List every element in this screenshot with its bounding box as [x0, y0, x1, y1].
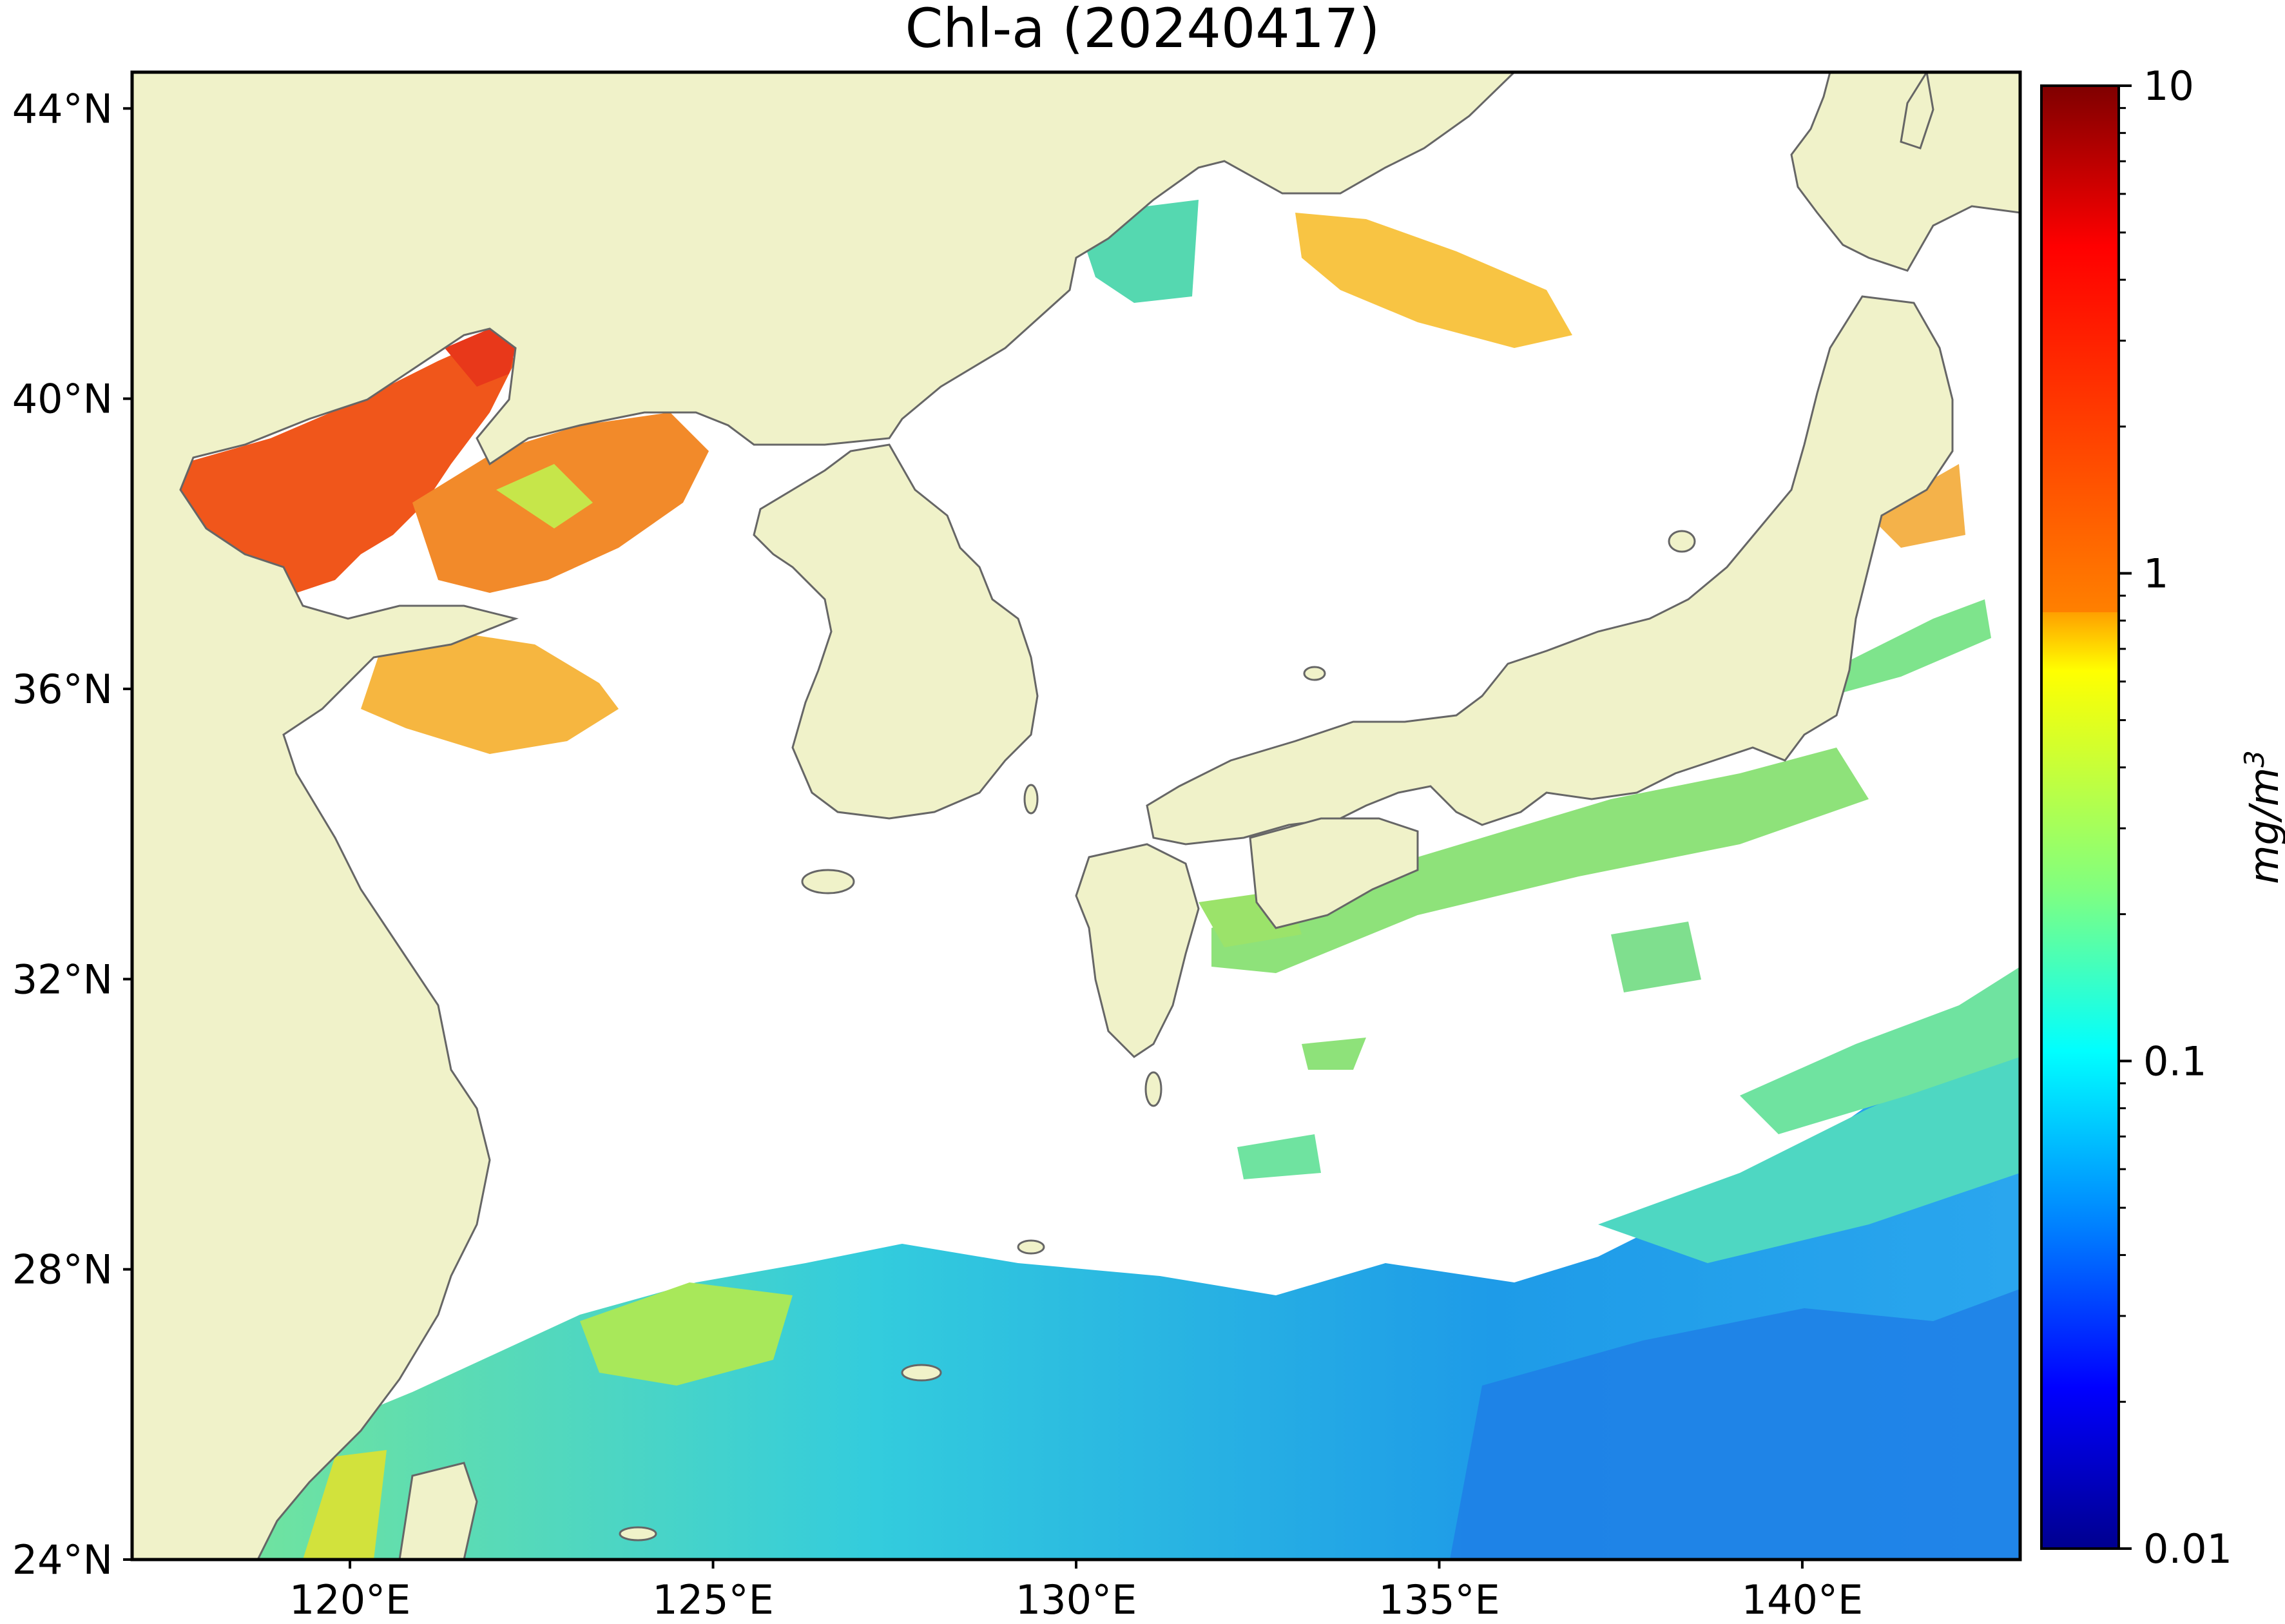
chl-data-pacific-mid-small-2 — [1237, 1134, 1321, 1179]
lat-tick-label: 44°N — [12, 85, 113, 132]
chl-data-south-japan — [1211, 748, 1869, 973]
chl-data-primorye — [1295, 213, 1572, 348]
chl-data-east-green — [1740, 967, 2020, 1134]
colorbar-tick-label: 1 — [2143, 550, 2168, 597]
lon-tick-label: 120°E — [289, 1576, 411, 1623]
chl-data-taiwan-strait — [303, 1450, 387, 1560]
colorbar-gradient — [2041, 86, 2119, 1549]
land-shikoku — [1249, 817, 1419, 929]
land-okinawa — [901, 1364, 942, 1382]
land-sado — [1668, 530, 1696, 553]
lon-tick-label: 130°E — [1016, 1576, 1137, 1623]
chl-data-yellow-sea-center — [496, 464, 593, 528]
colorbar: 10 1 0.1 0.01 mg/m3 — [2040, 63, 2285, 1572]
lon-tick-label: 140°E — [1742, 1576, 1864, 1623]
land-amami — [1017, 1239, 1045, 1255]
colorbar-ticks: 10 1 0.1 0.01 — [2119, 63, 2232, 1572]
land-korea — [753, 443, 1039, 820]
chl-data-bohai — [180, 335, 516, 593]
longitude-axis: 120°E 125°E 130°E 135°E 140°E — [289, 1560, 1863, 1623]
lon-tick-label: 125°E — [652, 1576, 774, 1623]
chl-data-deep-blue-patch — [1450, 1289, 2020, 1560]
lat-tick-label: 40°N — [12, 376, 113, 423]
lat-tick-label: 24°N — [12, 1536, 113, 1583]
colorbar-tick-label: 10 — [2143, 63, 2194, 110]
chl-data-sanriku — [1869, 464, 1965, 548]
land-jeju — [801, 869, 855, 894]
colorbar-tick-label: 0.1 — [2143, 1038, 2207, 1085]
land-honshu — [1146, 295, 1954, 846]
chl-data-yellow-sea-south — [361, 632, 619, 754]
lat-tick-label: 28°N — [12, 1246, 113, 1293]
colorbar-tick-label: 0.01 — [2143, 1525, 2232, 1572]
land-tsushima — [1023, 784, 1039, 815]
land-kyushu — [1075, 843, 1200, 1058]
colorbar-unit-label: mg/m3 — [2239, 750, 2285, 884]
lon-tick-label: 135°E — [1378, 1576, 1500, 1623]
colorbar-minor-ticks — [2119, 107, 2126, 1403]
chl-data-pacific-mid-small-1 — [1611, 922, 1701, 992]
map-title: Chl-a (20240417) — [905, 0, 1380, 60]
chl-data-bohai-north — [445, 329, 516, 387]
lat-tick-label: 32°N — [12, 956, 113, 1003]
chl-data-japan-pacific-coast — [1817, 599, 1991, 696]
land-taiwan — [398, 1462, 478, 1560]
land-tanegashima — [1144, 1071, 1162, 1107]
latitude-axis: 44°N 40°N 36°N 32°N 28°N 24°N — [12, 85, 132, 1583]
land-hokkaido — [1790, 72, 2020, 272]
lat-tick-label: 36°N — [12, 666, 113, 713]
land-ryukyu-small — [619, 1526, 657, 1542]
chl-data-east-china-sea-green — [580, 1282, 793, 1386]
chl-data-mid-pacific-patches — [1598, 1044, 2020, 1263]
colorbar-frame — [2040, 84, 2120, 1550]
land-sakhalin — [1900, 72, 1934, 150]
land-oki — [1303, 666, 1326, 681]
land-china — [132, 72, 1516, 1560]
chl-data-pacific-mid-small-3 — [1302, 1038, 1366, 1070]
map-content — [132, 72, 2020, 1560]
